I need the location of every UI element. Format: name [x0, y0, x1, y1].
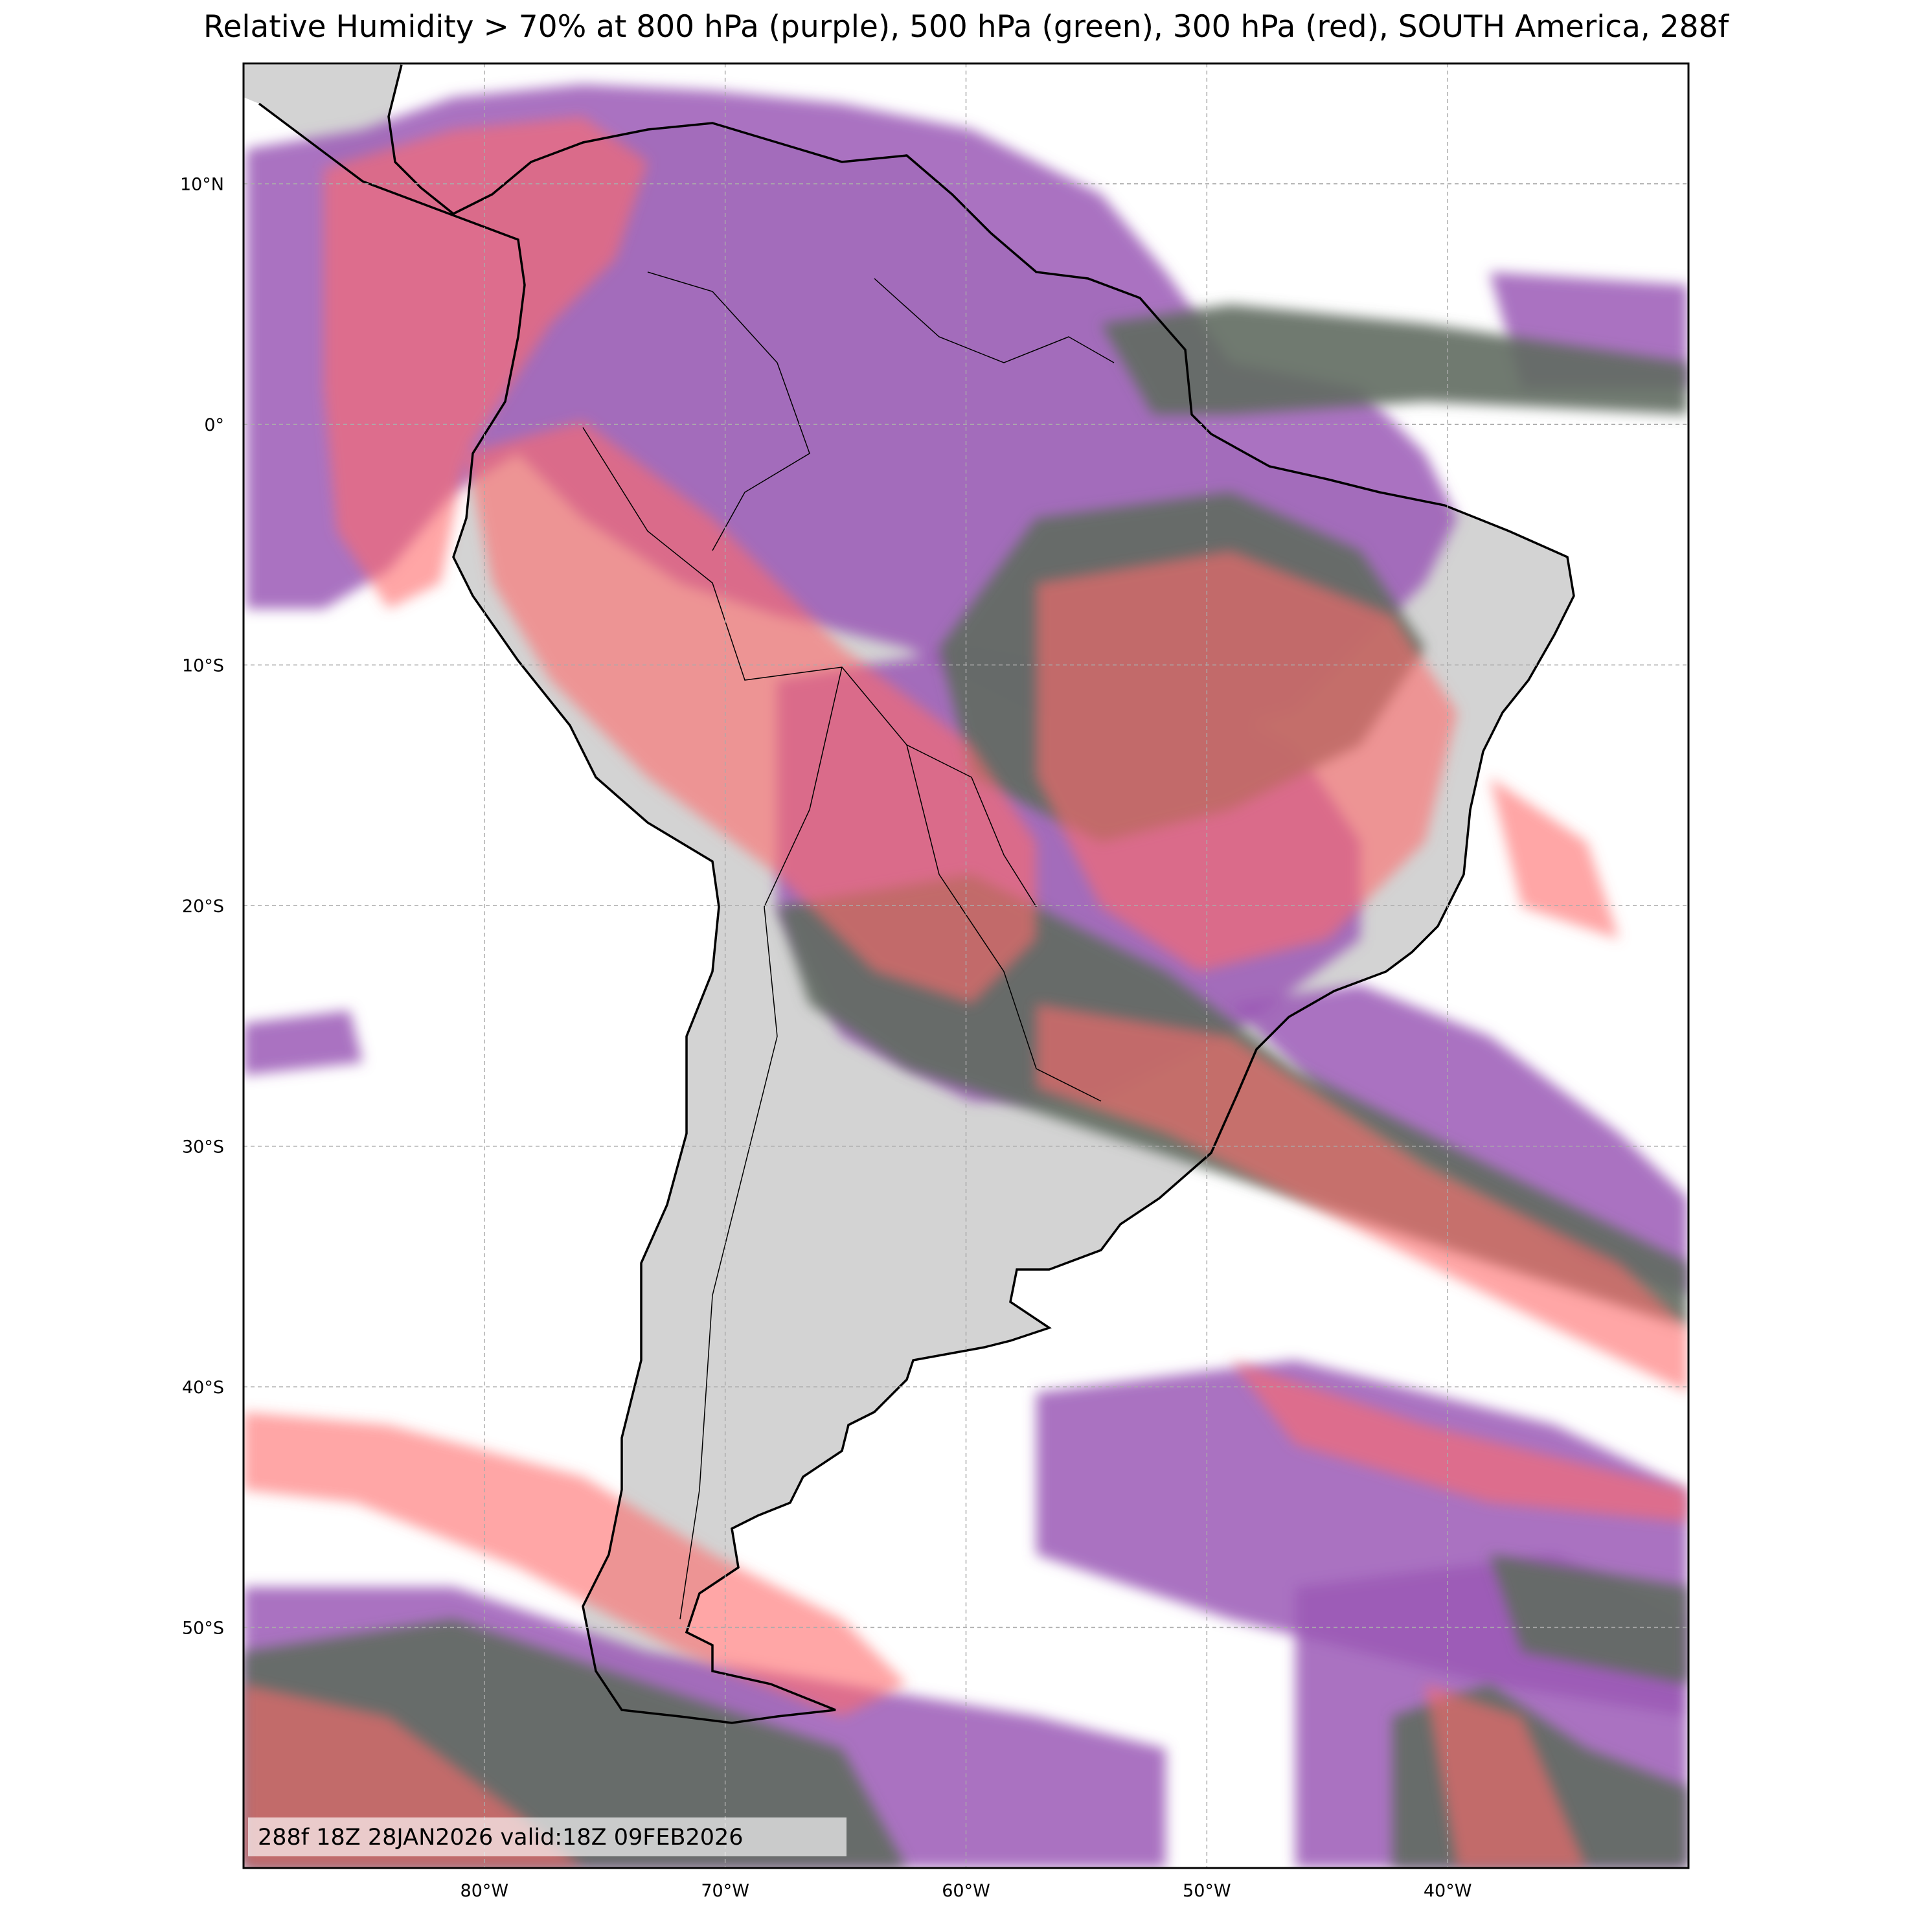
map-frame	[242, 62, 1690, 1869]
info-box: 288f 18Z 28JAN2026 valid:18Z 09FEB2026	[258, 1825, 744, 1851]
lat-tick-label: 20°S	[182, 896, 224, 917]
lat-tick-label: 30°S	[182, 1137, 224, 1157]
lat-tick-label: 40°S	[182, 1378, 224, 1398]
longitude-labels: 80°W 70°W 60°W 50°W 40°W	[460, 1881, 1472, 1901]
lon-tick-label: 40°W	[1424, 1881, 1472, 1901]
latitude-labels: 10°N 0° 10°S 20°S 30°S 40°S 50°S	[180, 175, 224, 1639]
info-box-background	[248, 1817, 847, 1856]
gridlines	[244, 63, 1688, 1868]
country-borders	[582, 271, 1115, 1620]
lon-tick-label: 80°W	[460, 1881, 509, 1901]
lon-tick-label: 60°W	[942, 1881, 990, 1901]
lon-tick-label: 50°W	[1183, 1881, 1231, 1901]
lat-tick-label: 10°S	[182, 656, 224, 676]
lat-tick-label: 0°	[204, 415, 224, 435]
lat-tick-label: 10°N	[180, 175, 224, 195]
map-title: Relative Humidity > 70% at 800 hPa (purp…	[203, 9, 1729, 45]
lat-tick-label: 50°S	[182, 1619, 224, 1639]
lon-tick-label: 70°W	[701, 1881, 749, 1901]
coastline	[258, 64, 1575, 1724]
